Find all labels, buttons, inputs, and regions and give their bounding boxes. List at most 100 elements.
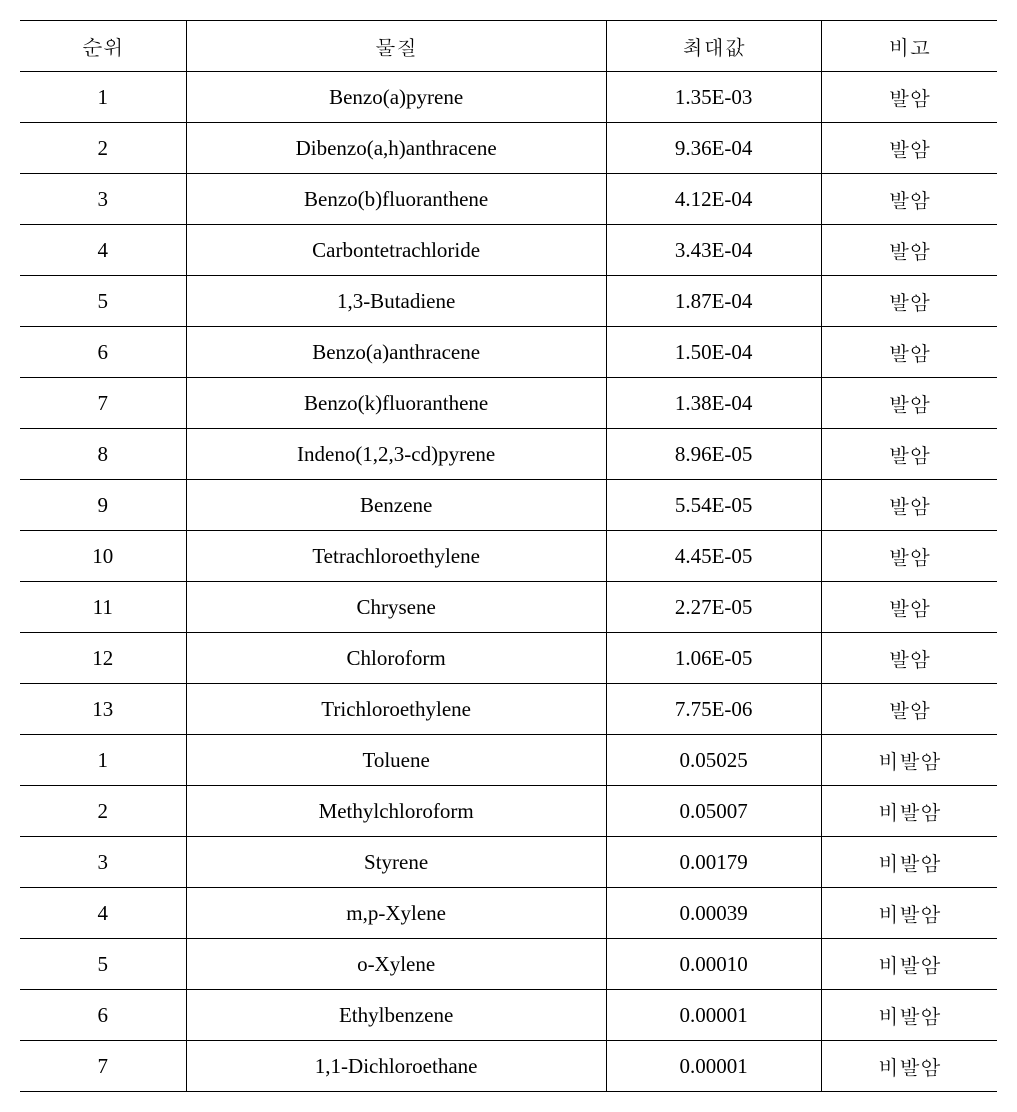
cell-substance: Styrene: [186, 837, 606, 888]
cell-rank: 9: [20, 480, 186, 531]
cell-max: 1.50E-04: [606, 327, 821, 378]
table-row: 13Trichloroethylene7.75E-06발암: [20, 684, 997, 735]
cell-max: 2.27E-05: [606, 582, 821, 633]
cell-rank: 1: [20, 72, 186, 123]
cell-note: 비발암: [821, 990, 997, 1041]
column-header-1: 물질: [186, 21, 606, 72]
cell-rank: 7: [20, 378, 186, 429]
cell-note: 발암: [821, 633, 997, 684]
cell-rank: 3: [20, 174, 186, 225]
table-row: 8Indeno(1,2,3-cd)pyrene8.96E-05발암: [20, 429, 997, 480]
cell-substance: Benzene: [186, 480, 606, 531]
cell-substance: Carbontetrachloride: [186, 225, 606, 276]
table-row: 11Chrysene2.27E-05발암: [20, 582, 997, 633]
cell-max: 3.43E-04: [606, 225, 821, 276]
cell-note: 발암: [821, 480, 997, 531]
cell-max: 4.12E-04: [606, 174, 821, 225]
cell-rank: 8: [20, 429, 186, 480]
table-row: 51,3-Butadiene1.87E-04발암: [20, 276, 997, 327]
cell-max: 1.06E-05: [606, 633, 821, 684]
cell-rank: 4: [20, 225, 186, 276]
cell-max: 0.05007: [606, 786, 821, 837]
cell-substance: Trichloroethylene: [186, 684, 606, 735]
table-row: 7Benzo(k)fluoranthene1.38E-04발암: [20, 378, 997, 429]
cell-rank: 6: [20, 327, 186, 378]
cell-note: 비발암: [821, 888, 997, 939]
cell-rank: 5: [20, 939, 186, 990]
cell-max: 7.75E-06: [606, 684, 821, 735]
cell-max: 0.05025: [606, 735, 821, 786]
cell-note: 발암: [821, 225, 997, 276]
table-row: 4m,p-Xylene0.00039비발암: [20, 888, 997, 939]
cell-max: 0.00179: [606, 837, 821, 888]
cell-max: 0.00001: [606, 990, 821, 1041]
cell-rank: 10: [20, 531, 186, 582]
cell-max: 4.45E-05: [606, 531, 821, 582]
cell-note: 비발암: [821, 735, 997, 786]
cell-substance: Chrysene: [186, 582, 606, 633]
cell-substance: Tetrachloroethylene: [186, 531, 606, 582]
cell-rank: 12: [20, 633, 186, 684]
cell-rank: 5: [20, 276, 186, 327]
cell-rank: 4: [20, 888, 186, 939]
cell-max: 9.36E-04: [606, 123, 821, 174]
cell-max: 1.87E-04: [606, 276, 821, 327]
table-row: 6Benzo(a)anthracene1.50E-04발암: [20, 327, 997, 378]
cell-rank: 2: [20, 123, 186, 174]
cell-max: 0.00039: [606, 888, 821, 939]
table-row: 2Dibenzo(a,h)anthracene9.36E-04발암: [20, 123, 997, 174]
cell-max: 8.96E-05: [606, 429, 821, 480]
table-row: 3Benzo(b)fluoranthene4.12E-04발암: [20, 174, 997, 225]
cell-max: 5.54E-05: [606, 480, 821, 531]
cell-substance: Dibenzo(a,h)anthracene: [186, 123, 606, 174]
cell-note: 발암: [821, 174, 997, 225]
cell-note: 발암: [821, 684, 997, 735]
cell-note: 발암: [821, 123, 997, 174]
table-body: 1Benzo(a)pyrene1.35E-03발암2Dibenzo(a,h)an…: [20, 72, 997, 1092]
substance-risk-table: 순위물질최대값비고 1Benzo(a)pyrene1.35E-03발암2Dibe…: [20, 20, 997, 1092]
table-row: 71,1-Dichloroethane0.00001비발암: [20, 1041, 997, 1092]
table-row: 5o-Xylene0.00010비발암: [20, 939, 997, 990]
cell-substance: Benzo(a)pyrene: [186, 72, 606, 123]
cell-substance: Indeno(1,2,3-cd)pyrene: [186, 429, 606, 480]
cell-rank: 11: [20, 582, 186, 633]
cell-substance: Benzo(k)fluoranthene: [186, 378, 606, 429]
column-header-0: 순위: [20, 21, 186, 72]
cell-note: 비발암: [821, 837, 997, 888]
cell-substance: Toluene: [186, 735, 606, 786]
cell-substance: m,p-Xylene: [186, 888, 606, 939]
cell-rank: 3: [20, 837, 186, 888]
cell-substance: Benzo(b)fluoranthene: [186, 174, 606, 225]
table-row: 3Styrene0.00179비발암: [20, 837, 997, 888]
cell-rank: 7: [20, 1041, 186, 1092]
cell-rank: 1: [20, 735, 186, 786]
cell-note: 비발암: [821, 939, 997, 990]
cell-substance: o-Xylene: [186, 939, 606, 990]
cell-max: 0.00001: [606, 1041, 821, 1092]
cell-rank: 6: [20, 990, 186, 1041]
cell-substance: Benzo(a)anthracene: [186, 327, 606, 378]
cell-max: 1.38E-04: [606, 378, 821, 429]
table-row: 9Benzene5.54E-05발암: [20, 480, 997, 531]
cell-note: 비발암: [821, 1041, 997, 1092]
cell-note: 발암: [821, 72, 997, 123]
cell-note: 비발암: [821, 786, 997, 837]
cell-rank: 13: [20, 684, 186, 735]
table-row: 1Toluene0.05025비발암: [20, 735, 997, 786]
column-header-3: 비고: [821, 21, 997, 72]
table-row: 4Carbontetrachloride3.43E-04발암: [20, 225, 997, 276]
table-row: 10Tetrachloroethylene4.45E-05발암: [20, 531, 997, 582]
cell-max: 1.35E-03: [606, 72, 821, 123]
cell-note: 발암: [821, 276, 997, 327]
table-row: 1Benzo(a)pyrene1.35E-03발암: [20, 72, 997, 123]
cell-substance: Methylchloroform: [186, 786, 606, 837]
table-row: 12Chloroform1.06E-05발암: [20, 633, 997, 684]
cell-note: 발암: [821, 429, 997, 480]
cell-substance: Chloroform: [186, 633, 606, 684]
column-header-2: 최대값: [606, 21, 821, 72]
cell-substance: 1,1-Dichloroethane: [186, 1041, 606, 1092]
cell-substance: Ethylbenzene: [186, 990, 606, 1041]
table-row: 2Methylchloroform0.05007비발암: [20, 786, 997, 837]
table-header-row: 순위물질최대값비고: [20, 21, 997, 72]
cell-note: 발암: [821, 378, 997, 429]
